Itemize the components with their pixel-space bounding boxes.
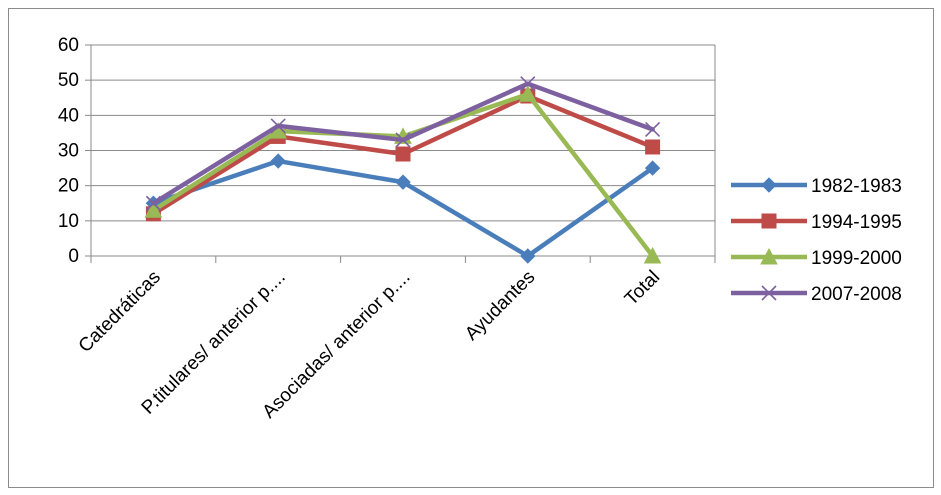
data-point xyxy=(520,248,536,264)
data-point xyxy=(518,85,537,102)
legend-marker xyxy=(761,213,777,229)
chart-frame: 0 10 20 30 40 50 60 Catedráticas P.titulares/ a… xyxy=(8,8,934,488)
data-point xyxy=(270,153,286,169)
legend-label: 2007-2008 xyxy=(811,284,902,305)
data-point xyxy=(395,146,411,162)
x-tick-label: Catedráticas xyxy=(75,267,165,357)
x-tick-label: Asociadas/ anterior p.... xyxy=(259,267,415,423)
data-point xyxy=(645,121,661,137)
y-tick-label: 10 xyxy=(58,211,79,232)
y-tick-label: 60 xyxy=(58,35,79,56)
data-point xyxy=(520,76,536,92)
legend-label: 1999-2000 xyxy=(811,248,902,269)
legend-marker xyxy=(761,177,777,193)
y-tick-label: 50 xyxy=(58,70,79,91)
data-point xyxy=(643,246,662,264)
data-point xyxy=(645,139,661,155)
legend-label: 1994-1995 xyxy=(811,212,902,233)
y-tick-label: 0 xyxy=(68,246,79,267)
data-point xyxy=(144,201,163,218)
data-point xyxy=(270,118,286,134)
legend-item: 1982-1983 xyxy=(731,176,902,197)
y-tick-label: 20 xyxy=(58,176,79,197)
legend: 1982-1983 1994-1995 1999-2000 2007-2008 xyxy=(731,176,902,305)
series-1994-1995 xyxy=(145,88,661,222)
legend-item: 2007-2008 xyxy=(731,284,902,305)
x-tick-label: Total xyxy=(621,267,664,310)
x-tick-label: Ayudantes xyxy=(461,267,539,345)
y-axis-ticks: 0 10 20 30 40 50 60 xyxy=(58,35,91,267)
data-point xyxy=(395,174,411,190)
legend-marker xyxy=(760,247,778,265)
data-point xyxy=(145,195,161,211)
y-tick-label: 40 xyxy=(58,105,79,126)
data-point xyxy=(644,160,661,176)
series-2007-2008 xyxy=(145,76,661,211)
legend-item: 1999-2000 xyxy=(731,247,902,269)
data-point xyxy=(395,132,411,148)
y-tick-label: 30 xyxy=(58,141,79,162)
legend-marker xyxy=(761,285,777,301)
series-group xyxy=(144,76,662,264)
x-tick-label: P.titulares/ anterior p.... xyxy=(138,267,290,419)
legend-item: 1994-1995 xyxy=(731,212,902,233)
legend-label: 1982-1983 xyxy=(811,176,902,197)
